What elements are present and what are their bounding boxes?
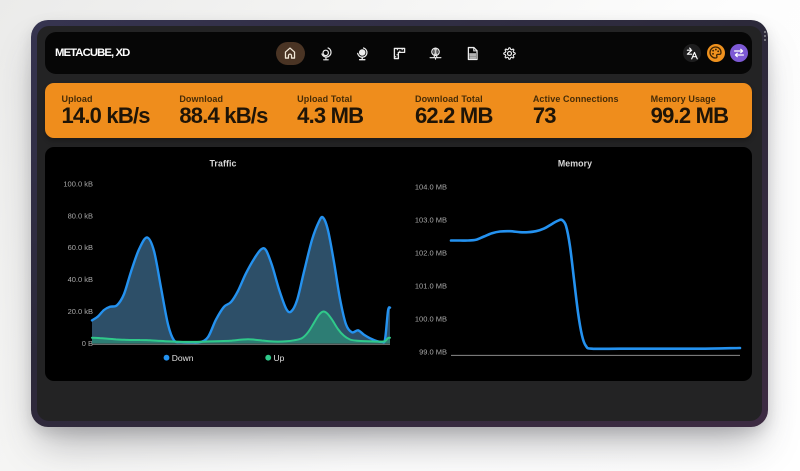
svg-text:104.0 MB: 104.0 MB	[415, 182, 447, 191]
svg-text:101.0 MB: 101.0 MB	[415, 281, 447, 290]
svg-text:100.0 kB: 100.0 kB	[63, 179, 93, 188]
svg-text:Memory: Memory	[558, 158, 592, 168]
svg-text:60.0 kB: 60.0 kB	[68, 243, 93, 252]
svg-text:0 B: 0 B	[82, 339, 93, 348]
svg-text:Up: Up	[274, 353, 285, 363]
svg-text:102.0 MB: 102.0 MB	[415, 248, 447, 257]
svg-text:100.0 MB: 100.0 MB	[415, 314, 447, 323]
svg-text:40.0 kB: 40.0 kB	[68, 275, 93, 284]
svg-text:20.0 kB: 20.0 kB	[68, 307, 93, 316]
svg-text:103.0 MB: 103.0 MB	[415, 215, 447, 224]
svg-text:Down: Down	[172, 353, 194, 363]
svg-text:99.0 MB: 99.0 MB	[419, 347, 447, 356]
svg-text:Traffic: Traffic	[209, 158, 236, 168]
svg-text:80.0 kB: 80.0 kB	[68, 211, 93, 220]
